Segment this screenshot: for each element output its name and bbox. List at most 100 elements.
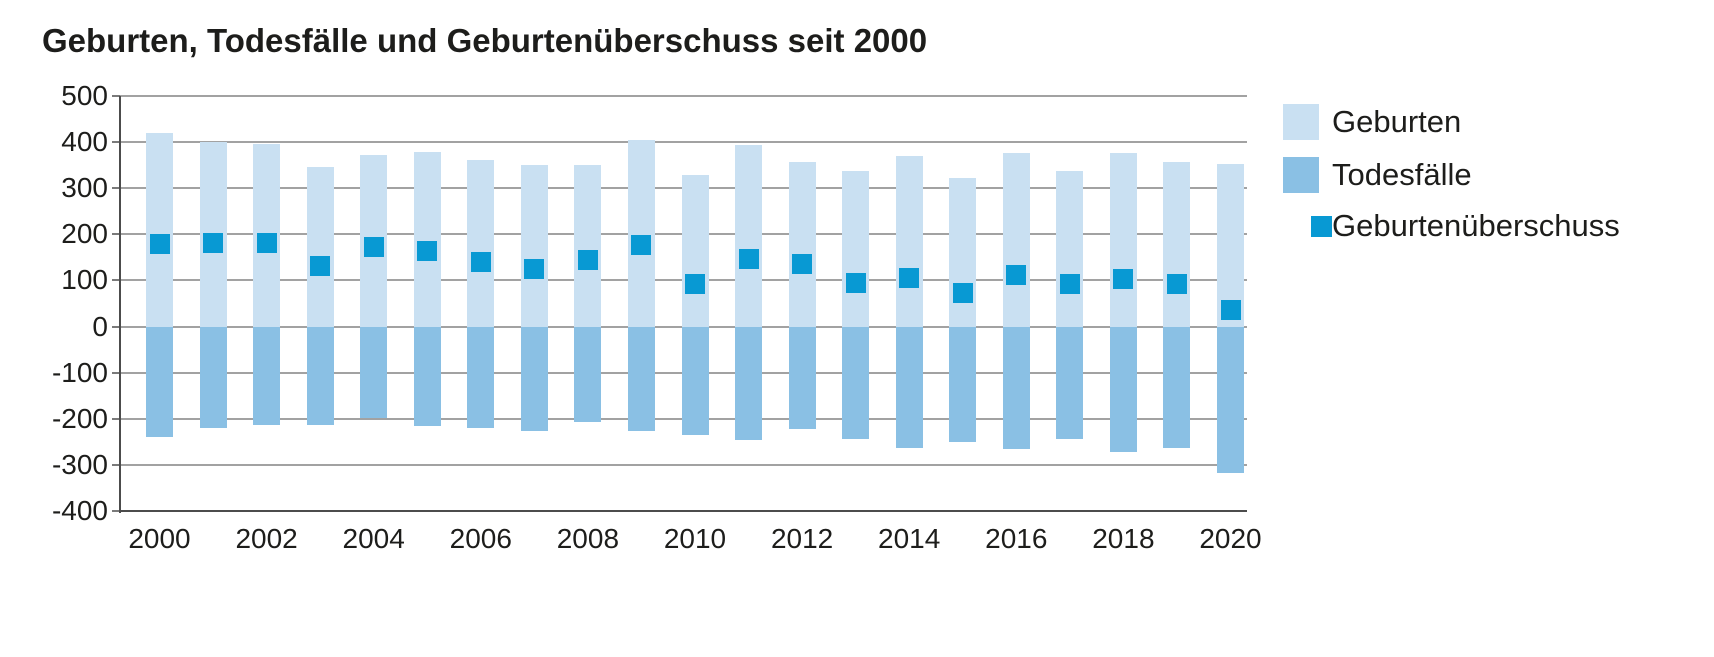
y-axis-label: -300 xyxy=(51,448,108,480)
deaths-bar xyxy=(146,326,173,438)
y-axis-label: -100 xyxy=(51,356,108,388)
deaths-bar xyxy=(199,326,227,428)
births-swatch-icon xyxy=(1283,104,1319,140)
deaths-bar xyxy=(1217,326,1244,473)
x-axis-label: 2012 xyxy=(770,523,834,554)
surplus-marker xyxy=(792,254,813,275)
deaths-bar xyxy=(681,326,709,436)
surplus-marker xyxy=(1166,274,1187,295)
y-axis-tick xyxy=(112,141,120,144)
grid-line xyxy=(120,463,1247,466)
surplus-marker xyxy=(417,240,438,261)
surplus-marker xyxy=(363,236,384,257)
x-axis-label: 2002 xyxy=(235,523,298,554)
y-axis-tick xyxy=(112,463,120,466)
births-bar xyxy=(627,140,655,327)
deaths-bar xyxy=(1002,326,1030,449)
births-bar xyxy=(1109,152,1137,327)
y-axis-line xyxy=(119,96,121,513)
surplus-marker xyxy=(845,273,866,294)
x-axis-label: 2014 xyxy=(878,523,941,554)
x-axis-label: 2020 xyxy=(1199,523,1262,554)
births-bar xyxy=(1002,152,1030,327)
births-bar xyxy=(735,144,763,327)
x-axis-label: 2016 xyxy=(985,523,1048,554)
births-bar xyxy=(788,161,816,327)
y-axis-label: 300 xyxy=(61,172,108,204)
y-axis-label: 200 xyxy=(61,218,108,250)
deaths-swatch-icon xyxy=(1283,157,1319,193)
legend-label-geburtenueberschuss: Geburtenüberschuss xyxy=(1332,208,1620,243)
deaths-bar xyxy=(1163,326,1191,449)
surplus-marker xyxy=(577,250,598,271)
surplus-marker xyxy=(310,255,331,276)
y-axis-label: 500 xyxy=(61,80,108,111)
y-axis-label: -200 xyxy=(51,402,108,434)
y-axis-label: 100 xyxy=(61,264,108,296)
x-axis-label: 2000 xyxy=(128,523,191,554)
births-bar xyxy=(1163,162,1191,327)
deaths-bar xyxy=(360,326,388,418)
surplus-marker xyxy=(524,259,545,280)
surplus-marker xyxy=(631,234,652,255)
grid-line xyxy=(120,95,1247,97)
x-axis-label: 2010 xyxy=(663,523,727,554)
deaths-bar xyxy=(842,326,870,439)
surplus-marker xyxy=(738,248,759,269)
surplus-marker xyxy=(149,233,170,254)
surplus-marker xyxy=(1113,268,1134,289)
deaths-bar xyxy=(1056,326,1084,440)
births-bar xyxy=(1217,164,1244,327)
deaths-bar xyxy=(627,326,655,432)
births-bar xyxy=(1056,171,1084,327)
deaths-bar xyxy=(788,326,816,429)
y-axis-tick xyxy=(112,325,120,328)
surplus-marker xyxy=(1006,264,1027,285)
deaths-bar xyxy=(1109,326,1137,453)
births-bar xyxy=(306,167,334,327)
grid-line xyxy=(120,141,1247,144)
deaths-bar xyxy=(574,326,602,422)
births-bar xyxy=(574,165,602,327)
x-axis-label: 2006 xyxy=(449,523,512,554)
surplus-marker xyxy=(470,251,491,272)
births-bar xyxy=(413,151,441,327)
deaths-bar xyxy=(253,326,281,425)
y-axis-label: 0 xyxy=(92,310,108,342)
surplus-marker xyxy=(952,283,973,304)
x-axis-label: 2008 xyxy=(556,523,620,554)
births-bar xyxy=(146,132,173,327)
y-axis-tick xyxy=(112,279,120,282)
deaths-bar xyxy=(467,326,495,429)
y-axis-tick xyxy=(112,510,120,512)
births-bar xyxy=(681,175,709,327)
y-axis-tick xyxy=(112,233,120,236)
y-axis-tick xyxy=(112,187,120,190)
surplus-marker xyxy=(256,232,277,253)
deaths-bar xyxy=(735,326,763,441)
births-bar xyxy=(895,155,923,327)
y-axis-tick xyxy=(112,371,120,374)
births-bar xyxy=(520,165,548,327)
surplus-swatch-icon xyxy=(1311,216,1332,237)
y-axis-label: -400 xyxy=(51,495,108,526)
grid-line xyxy=(120,510,1247,512)
deaths-bar xyxy=(413,326,441,426)
x-axis-label: 2004 xyxy=(342,523,405,554)
births-bar xyxy=(949,178,977,327)
surplus-marker xyxy=(1059,273,1080,294)
births-bar xyxy=(467,159,495,327)
births-bar xyxy=(842,171,870,327)
chart-title: Geburten, Todesfälle und Geburtenübersch… xyxy=(42,22,928,59)
y-axis-label: 400 xyxy=(61,126,108,158)
legend-label-todesfaelle: Todesfälle xyxy=(1332,157,1472,192)
surplus-marker xyxy=(1220,300,1241,321)
deaths-bar xyxy=(895,326,923,449)
surplus-marker xyxy=(685,274,705,295)
surplus-marker xyxy=(203,233,224,254)
surplus-marker xyxy=(899,267,920,288)
x-axis-label: 2018 xyxy=(1092,523,1155,554)
deaths-bar xyxy=(306,326,334,426)
